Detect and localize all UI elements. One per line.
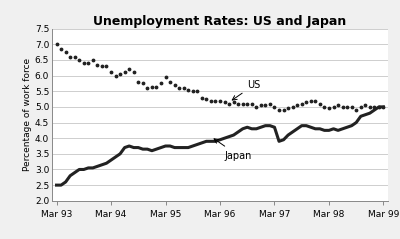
Y-axis label: Percentage of work force: Percentage of work force [23, 58, 32, 171]
Text: Japan: Japan [214, 139, 252, 161]
Title: Unemployment Rates: US and Japan: Unemployment Rates: US and Japan [93, 15, 347, 27]
Text: US: US [232, 80, 260, 100]
